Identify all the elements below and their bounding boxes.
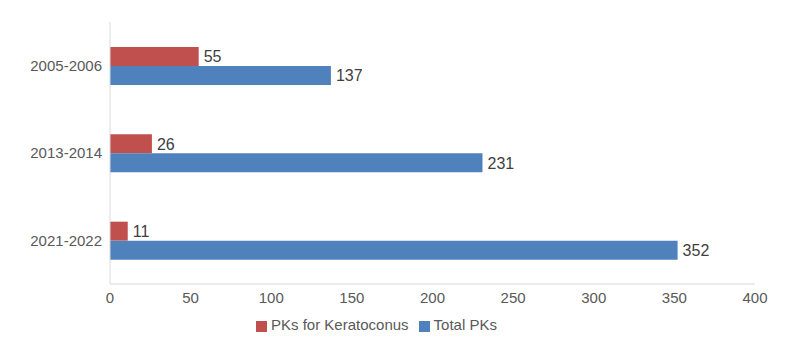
svg-text:2013-2014: 2013-2014 — [30, 144, 102, 161]
svg-text:200: 200 — [420, 289, 445, 306]
svg-text:50: 50 — [182, 289, 199, 306]
svg-text:300: 300 — [581, 289, 606, 306]
svg-text:352: 352 — [683, 242, 710, 259]
svg-text:55: 55 — [204, 48, 222, 65]
svg-text:100: 100 — [259, 289, 284, 306]
svg-text:350: 350 — [662, 289, 687, 306]
svg-text:400: 400 — [742, 289, 767, 306]
svg-text:26: 26 — [157, 136, 175, 153]
svg-text:2005-2006: 2005-2006 — [30, 57, 102, 74]
svg-text:137: 137 — [336, 67, 363, 84]
svg-text:11: 11 — [133, 223, 150, 240]
svg-text:0: 0 — [106, 289, 114, 306]
html-text:Total PKs: Total PKs — [433, 316, 497, 333]
html-text:PKs for Keratoconus: PKs for Keratoconus — [271, 316, 409, 333]
svg-text:250: 250 — [501, 289, 526, 306]
svg-text:150: 150 — [339, 289, 364, 306]
svg-text:231: 231 — [487, 155, 514, 172]
svg-text:2021-2022: 2021-2022 — [30, 232, 102, 249]
